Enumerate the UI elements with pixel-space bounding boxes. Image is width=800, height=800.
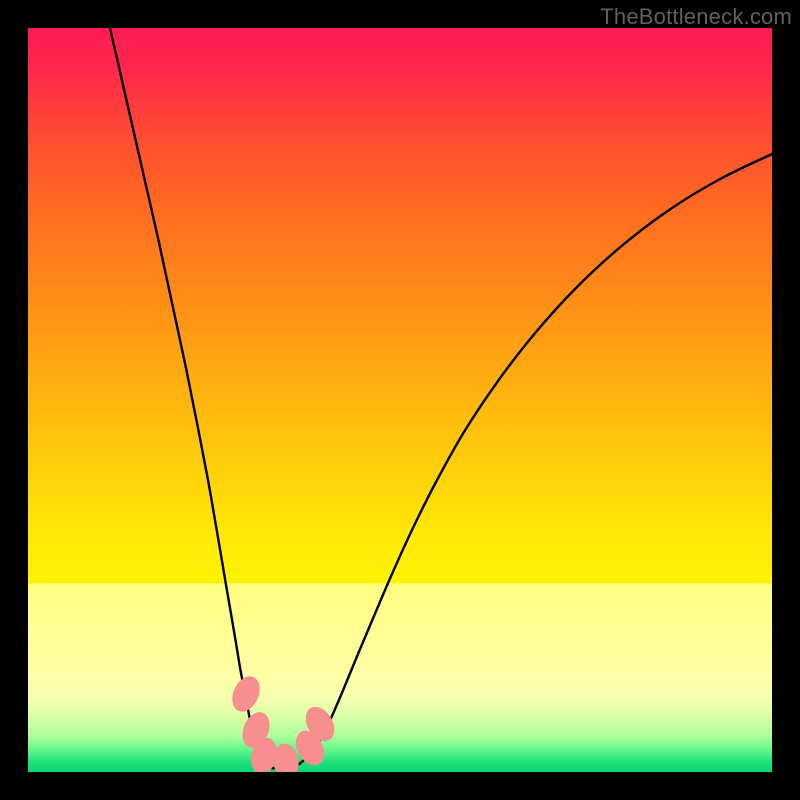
watermark: TheBottleneck.com: [600, 4, 792, 30]
gradient-background: [28, 28, 772, 772]
chart-svg: [28, 28, 772, 772]
plot-area: [28, 28, 772, 772]
